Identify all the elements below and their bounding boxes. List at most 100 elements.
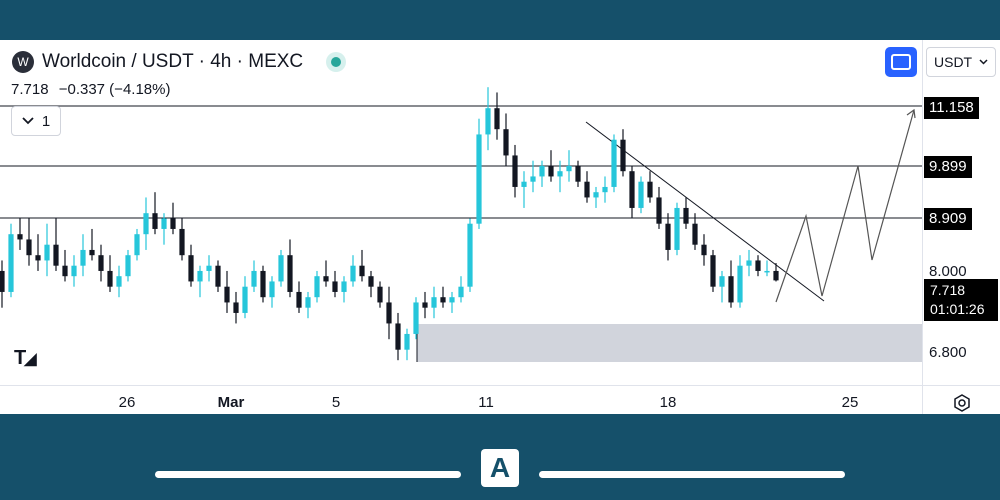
candle-body	[89, 249, 95, 256]
candle-body	[746, 260, 752, 266]
candle-body	[476, 134, 482, 224]
candle-body	[116, 276, 122, 287]
projection-path	[775, 109, 915, 303]
candle-body	[44, 244, 50, 261]
demand-zone	[417, 324, 922, 362]
candle-body	[278, 255, 284, 282]
candle-body	[8, 234, 14, 292]
time-tick-18: 18	[659, 394, 677, 411]
candle-body	[125, 255, 131, 277]
currency-select[interactable]: USDT	[926, 47, 996, 77]
candle-body	[764, 270, 770, 273]
price-label-6800: 6.800	[929, 344, 967, 361]
time-tick-25: 25	[841, 394, 859, 411]
candle-body	[0, 270, 5, 292]
candle-body	[188, 255, 194, 282]
candle-body	[674, 207, 680, 250]
candle-body	[773, 270, 779, 281]
candle-body	[404, 333, 410, 350]
candle-body	[71, 265, 77, 277]
footer-divider-left	[155, 471, 461, 478]
candle-body	[386, 302, 392, 324]
chart-card: W Worldcoin / USDT · 4h · MEXC 7.718 −0.…	[0, 40, 1000, 414]
candle-body	[548, 165, 554, 177]
candle-body	[692, 223, 698, 245]
symbol-title: Worldcoin / USDT · 4h · MEXC	[42, 51, 304, 72]
symbol-header[interactable]: W Worldcoin / USDT · 4h · MEXC	[12, 51, 342, 73]
candle-body	[17, 234, 23, 240]
price-tag-9899: 9.899	[924, 156, 972, 178]
indicators-toggle[interactable]: 1	[11, 106, 61, 136]
worldcoin-logo-icon: W	[12, 51, 34, 73]
candle-body	[161, 218, 167, 229]
candle-body	[107, 270, 113, 287]
candle-body	[314, 276, 320, 298]
candle-body	[368, 276, 374, 287]
time-tick-11: 11	[478, 394, 494, 411]
candle-body	[341, 281, 347, 292]
price-scale-divider	[922, 40, 923, 414]
fullscreen-icon	[891, 54, 911, 70]
tradingview-logo-icon: T◢	[14, 347, 37, 369]
candle-body	[152, 213, 158, 229]
candle-body	[296, 291, 302, 308]
candle-body	[197, 270, 203, 282]
candle-body	[647, 181, 653, 198]
candle-body	[503, 129, 509, 156]
candle-body	[728, 276, 734, 303]
candle-body	[287, 255, 293, 292]
candle-body	[224, 286, 230, 303]
candle-body	[710, 255, 716, 287]
chevron-down-icon	[22, 117, 34, 125]
chevron-down-icon	[979, 59, 988, 65]
candle-body	[449, 297, 455, 303]
settings-gear-icon[interactable]	[953, 394, 971, 412]
current-price: 7.718	[930, 282, 966, 298]
candle-body	[512, 155, 518, 187]
candle-body	[170, 218, 176, 229]
candle-body	[467, 223, 473, 287]
candle-body	[683, 207, 689, 224]
price-summary: 7.718 −0.337 (−4.18%)	[11, 81, 176, 98]
time-tick-mar: Mar	[217, 394, 245, 411]
candle-body	[359, 265, 365, 277]
candle-body	[539, 165, 545, 177]
candle-body	[440, 297, 446, 303]
candle-body	[179, 228, 185, 256]
market-open-dot-icon	[331, 57, 342, 67]
candle-body	[620, 139, 626, 172]
candle-body	[323, 276, 329, 282]
candle-body	[566, 165, 572, 172]
candle-body	[260, 270, 266, 298]
bar-countdown: 01:01:26	[930, 301, 985, 317]
candle-body	[638, 181, 644, 208]
price-change: −0.337 (−4.18%)	[58, 81, 171, 98]
candle-body	[143, 213, 149, 235]
candle-body	[521, 181, 527, 187]
candle-body	[755, 260, 761, 271]
candle-body	[53, 244, 59, 266]
candle-body	[665, 223, 671, 250]
candle-body	[557, 171, 563, 177]
trendline[interactable]	[585, 121, 825, 302]
candle-body	[35, 255, 41, 261]
fullscreen-button[interactable]	[885, 47, 917, 77]
candle-body	[332, 281, 338, 292]
projection-arrowhead	[906, 108, 916, 119]
time-tick-5: 5	[331, 394, 341, 411]
price-label-8000: 8.000	[929, 263, 967, 280]
candle-body	[377, 286, 383, 303]
candle-body	[413, 302, 419, 334]
candle-body	[269, 281, 275, 298]
candle-body	[206, 265, 212, 271]
candle-body	[719, 276, 725, 287]
candle-body	[656, 197, 662, 224]
candle-body	[422, 302, 428, 308]
chart-plot[interactable]	[0, 40, 922, 414]
price-tag-11158: 11.158	[924, 97, 979, 119]
candle-body	[611, 139, 617, 187]
candles	[0, 87, 779, 361]
candle-body	[98, 255, 104, 271]
candle-body	[350, 265, 356, 282]
candle-body	[215, 265, 221, 287]
